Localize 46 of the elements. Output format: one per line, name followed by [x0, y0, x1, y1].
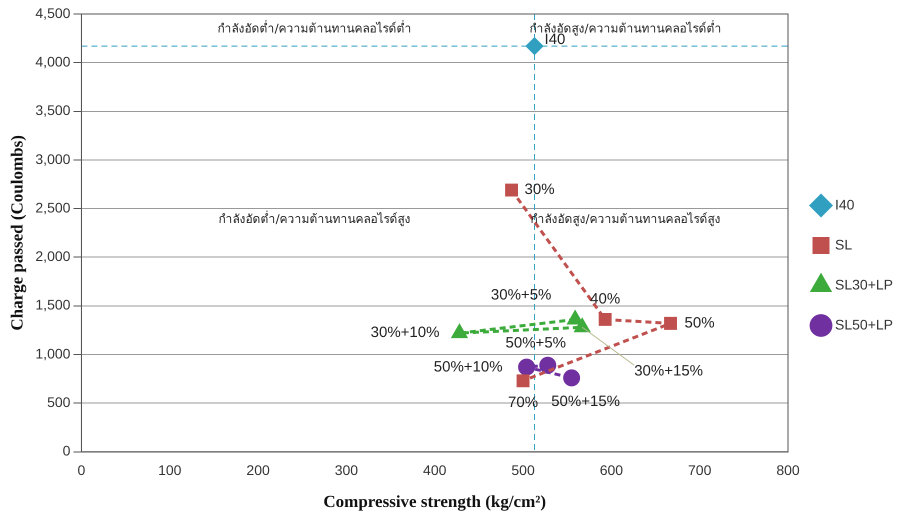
legend-label: I40 — [835, 196, 855, 212]
annotation: 30%+10% — [370, 324, 440, 342]
y-tick-label: 1,000 — [35, 345, 71, 362]
annotation: 30% — [524, 181, 555, 198]
y-tick-label: 2,000 — [35, 248, 71, 264]
annotation: 30%+5% — [490, 286, 552, 304]
point — [518, 358, 536, 376]
y-tick-label: 0 — [62, 442, 71, 459]
point — [598, 313, 612, 326]
y-tick-label: 4,500 — [35, 4, 71, 21]
annotation: 50% — [684, 314, 715, 332]
x-tick-label: 600 — [600, 462, 624, 478]
x-tick-label: 700 — [688, 462, 712, 478]
point — [563, 369, 580, 386]
x-tick-label: 200 — [246, 462, 270, 478]
x-tick-label: 300 — [334, 462, 358, 478]
point — [664, 316, 677, 330]
x-tick-label: 400 — [423, 462, 447, 478]
point — [516, 374, 530, 388]
x-tick-label: 100 — [158, 462, 182, 478]
x-tick-label: 0 — [78, 462, 86, 478]
annotation: 70% — [508, 394, 538, 411]
y-tick-label: 4,000 — [35, 54, 71, 70]
annotation: 40% — [590, 290, 620, 308]
legend-label: SL50+LP — [835, 316, 894, 332]
y-tick-label: 500 — [47, 394, 71, 410]
x-tick-label: 500 — [511, 462, 535, 478]
x-axis-title: Compressive strength (kg/cm²) — [323, 492, 546, 512]
annotation: กำลังอัดสูง/ความต้านทานคลอไรด์สูง — [530, 212, 721, 227]
annotation: กำลังอัดต่ำ/ความต้านทานคลอไรด์ต่ำ — [218, 19, 412, 36]
legend-label: SL — [835, 236, 852, 252]
point — [505, 184, 518, 197]
annotation: 50%+10% — [434, 358, 503, 376]
y-tick-label: 3,500 — [35, 102, 71, 118]
point — [539, 356, 556, 374]
y-tick-label: 3,000 — [35, 150, 71, 167]
annotation: กำลังอัดต่ำ/ความต้านทานคลอไรด์สูง — [218, 210, 411, 227]
legend-label: SL30+LP — [835, 276, 894, 292]
annotation: 50%+5% — [506, 334, 566, 352]
x-tick-label: 800 — [776, 462, 800, 478]
annotation: 50%+15% — [551, 393, 620, 410]
y-tick-label: 1,500 — [35, 296, 71, 313]
y-axis-title: Charge passed (Coulombs) — [8, 135, 27, 331]
annotation: 30%+15% — [634, 362, 704, 380]
point — [526, 38, 544, 55]
y-tick-label: 2,500 — [35, 199, 71, 216]
